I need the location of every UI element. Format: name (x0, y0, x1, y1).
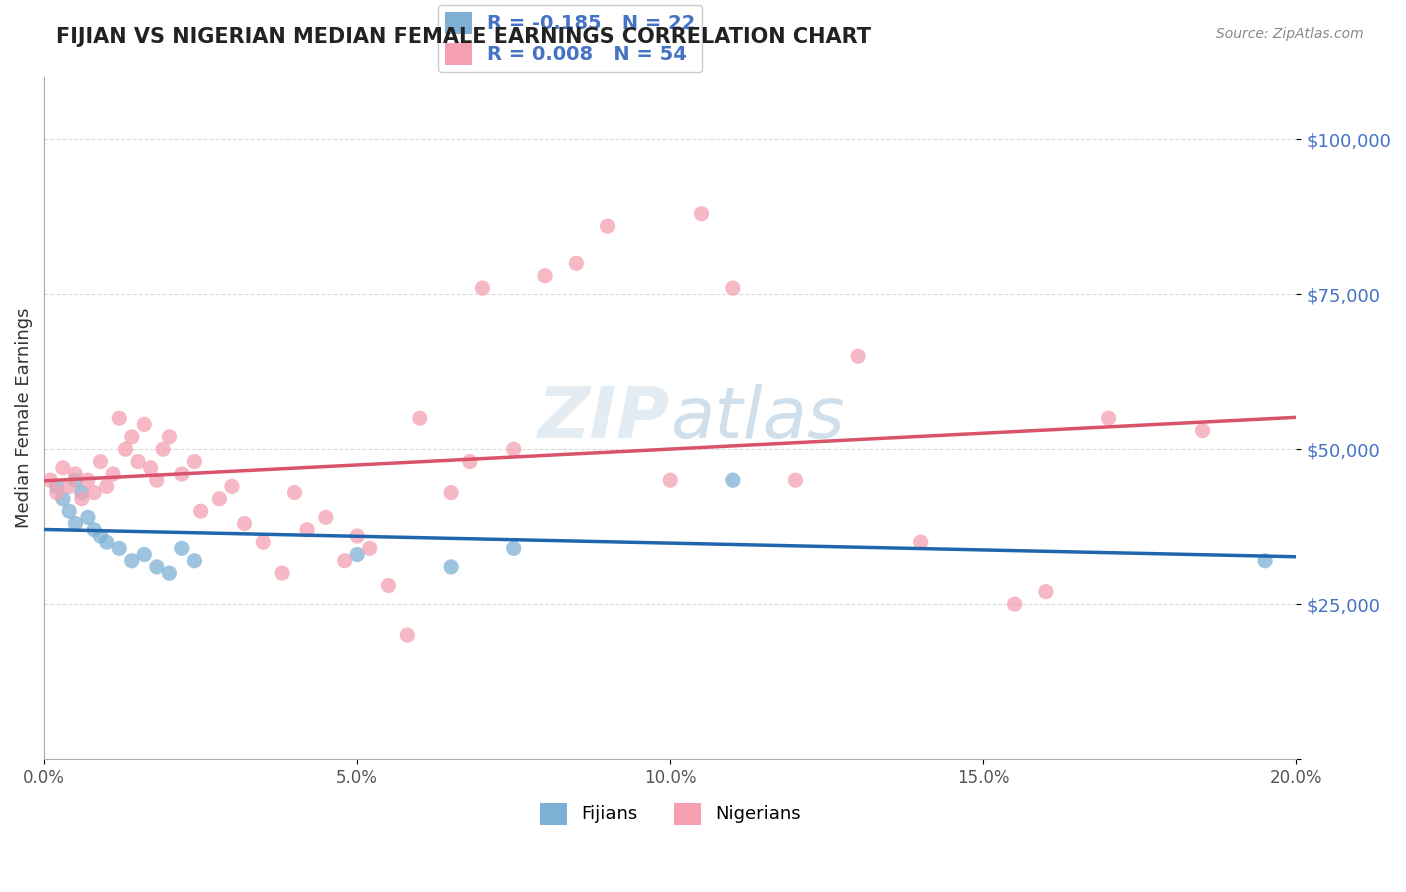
Point (65, 467, 87, 481)
Point (89, 454, 111, 468)
Point (170, 541, 193, 556)
Point (170, 467, 193, 481)
Point (315, 510, 337, 524)
Point (146, 473, 169, 487)
Point (183, 454, 205, 468)
Point (502, 541, 524, 556)
Point (96, 535, 118, 549)
Point (1254, 554, 1277, 568)
Point (233, 516, 256, 531)
Point (134, 548, 156, 562)
Legend: Fijians, Nigerians: Fijians, Nigerians (533, 796, 808, 831)
Point (52, 491, 75, 506)
Point (785, 473, 807, 487)
Point (77, 473, 100, 487)
Text: ZIP: ZIP (538, 384, 671, 453)
Point (70, 491, 93, 506)
Point (1004, 597, 1026, 611)
Point (39, 473, 62, 487)
Point (121, 554, 143, 568)
Point (221, 479, 243, 493)
Point (83, 523, 105, 537)
Point (846, 349, 869, 363)
Point (271, 566, 294, 581)
Point (1035, 584, 1057, 599)
Point (252, 535, 274, 549)
Point (596, 219, 619, 234)
Point (458, 454, 481, 468)
Point (333, 554, 356, 568)
Text: atlas: atlas (671, 384, 845, 453)
Point (157, 566, 180, 581)
Point (190, 504, 212, 518)
Point (440, 485, 463, 500)
Point (146, 560, 169, 574)
Point (134, 417, 156, 432)
Point (183, 554, 205, 568)
Point (101, 467, 124, 481)
Point (108, 541, 131, 556)
Point (346, 529, 368, 543)
Point (565, 256, 588, 270)
Point (127, 454, 149, 468)
Point (70, 485, 93, 500)
Point (114, 442, 136, 457)
Point (721, 281, 744, 295)
Point (284, 485, 307, 500)
Point (377, 578, 399, 592)
Point (65, 516, 87, 531)
Point (534, 268, 557, 283)
Point (157, 430, 180, 444)
Point (52, 460, 75, 475)
Point (89, 529, 111, 543)
Point (65, 473, 87, 487)
Y-axis label: Median Female Earnings: Median Female Earnings (15, 308, 32, 528)
Point (690, 207, 713, 221)
Point (1191, 424, 1213, 438)
Point (1097, 411, 1119, 425)
Point (139, 460, 162, 475)
Point (471, 281, 494, 295)
Point (659, 473, 682, 487)
Text: Source: ZipAtlas.com: Source: ZipAtlas.com (1216, 27, 1364, 41)
Point (295, 523, 318, 537)
Point (359, 541, 381, 556)
Point (121, 430, 143, 444)
Point (721, 473, 744, 487)
Point (502, 442, 524, 457)
Point (396, 628, 419, 642)
Point (152, 442, 174, 457)
Point (208, 491, 231, 506)
Point (45, 479, 67, 493)
Point (440, 560, 463, 574)
Point (409, 411, 432, 425)
Point (45, 485, 67, 500)
Point (58, 504, 80, 518)
Point (58, 479, 80, 493)
Point (77, 510, 100, 524)
Point (83, 485, 105, 500)
Point (96, 479, 118, 493)
Text: FIJIAN VS NIGERIAN MEDIAN FEMALE EARNINGS CORRELATION CHART: FIJIAN VS NIGERIAN MEDIAN FEMALE EARNING… (56, 27, 872, 46)
Point (346, 548, 368, 562)
Point (910, 535, 932, 549)
Point (108, 411, 131, 425)
